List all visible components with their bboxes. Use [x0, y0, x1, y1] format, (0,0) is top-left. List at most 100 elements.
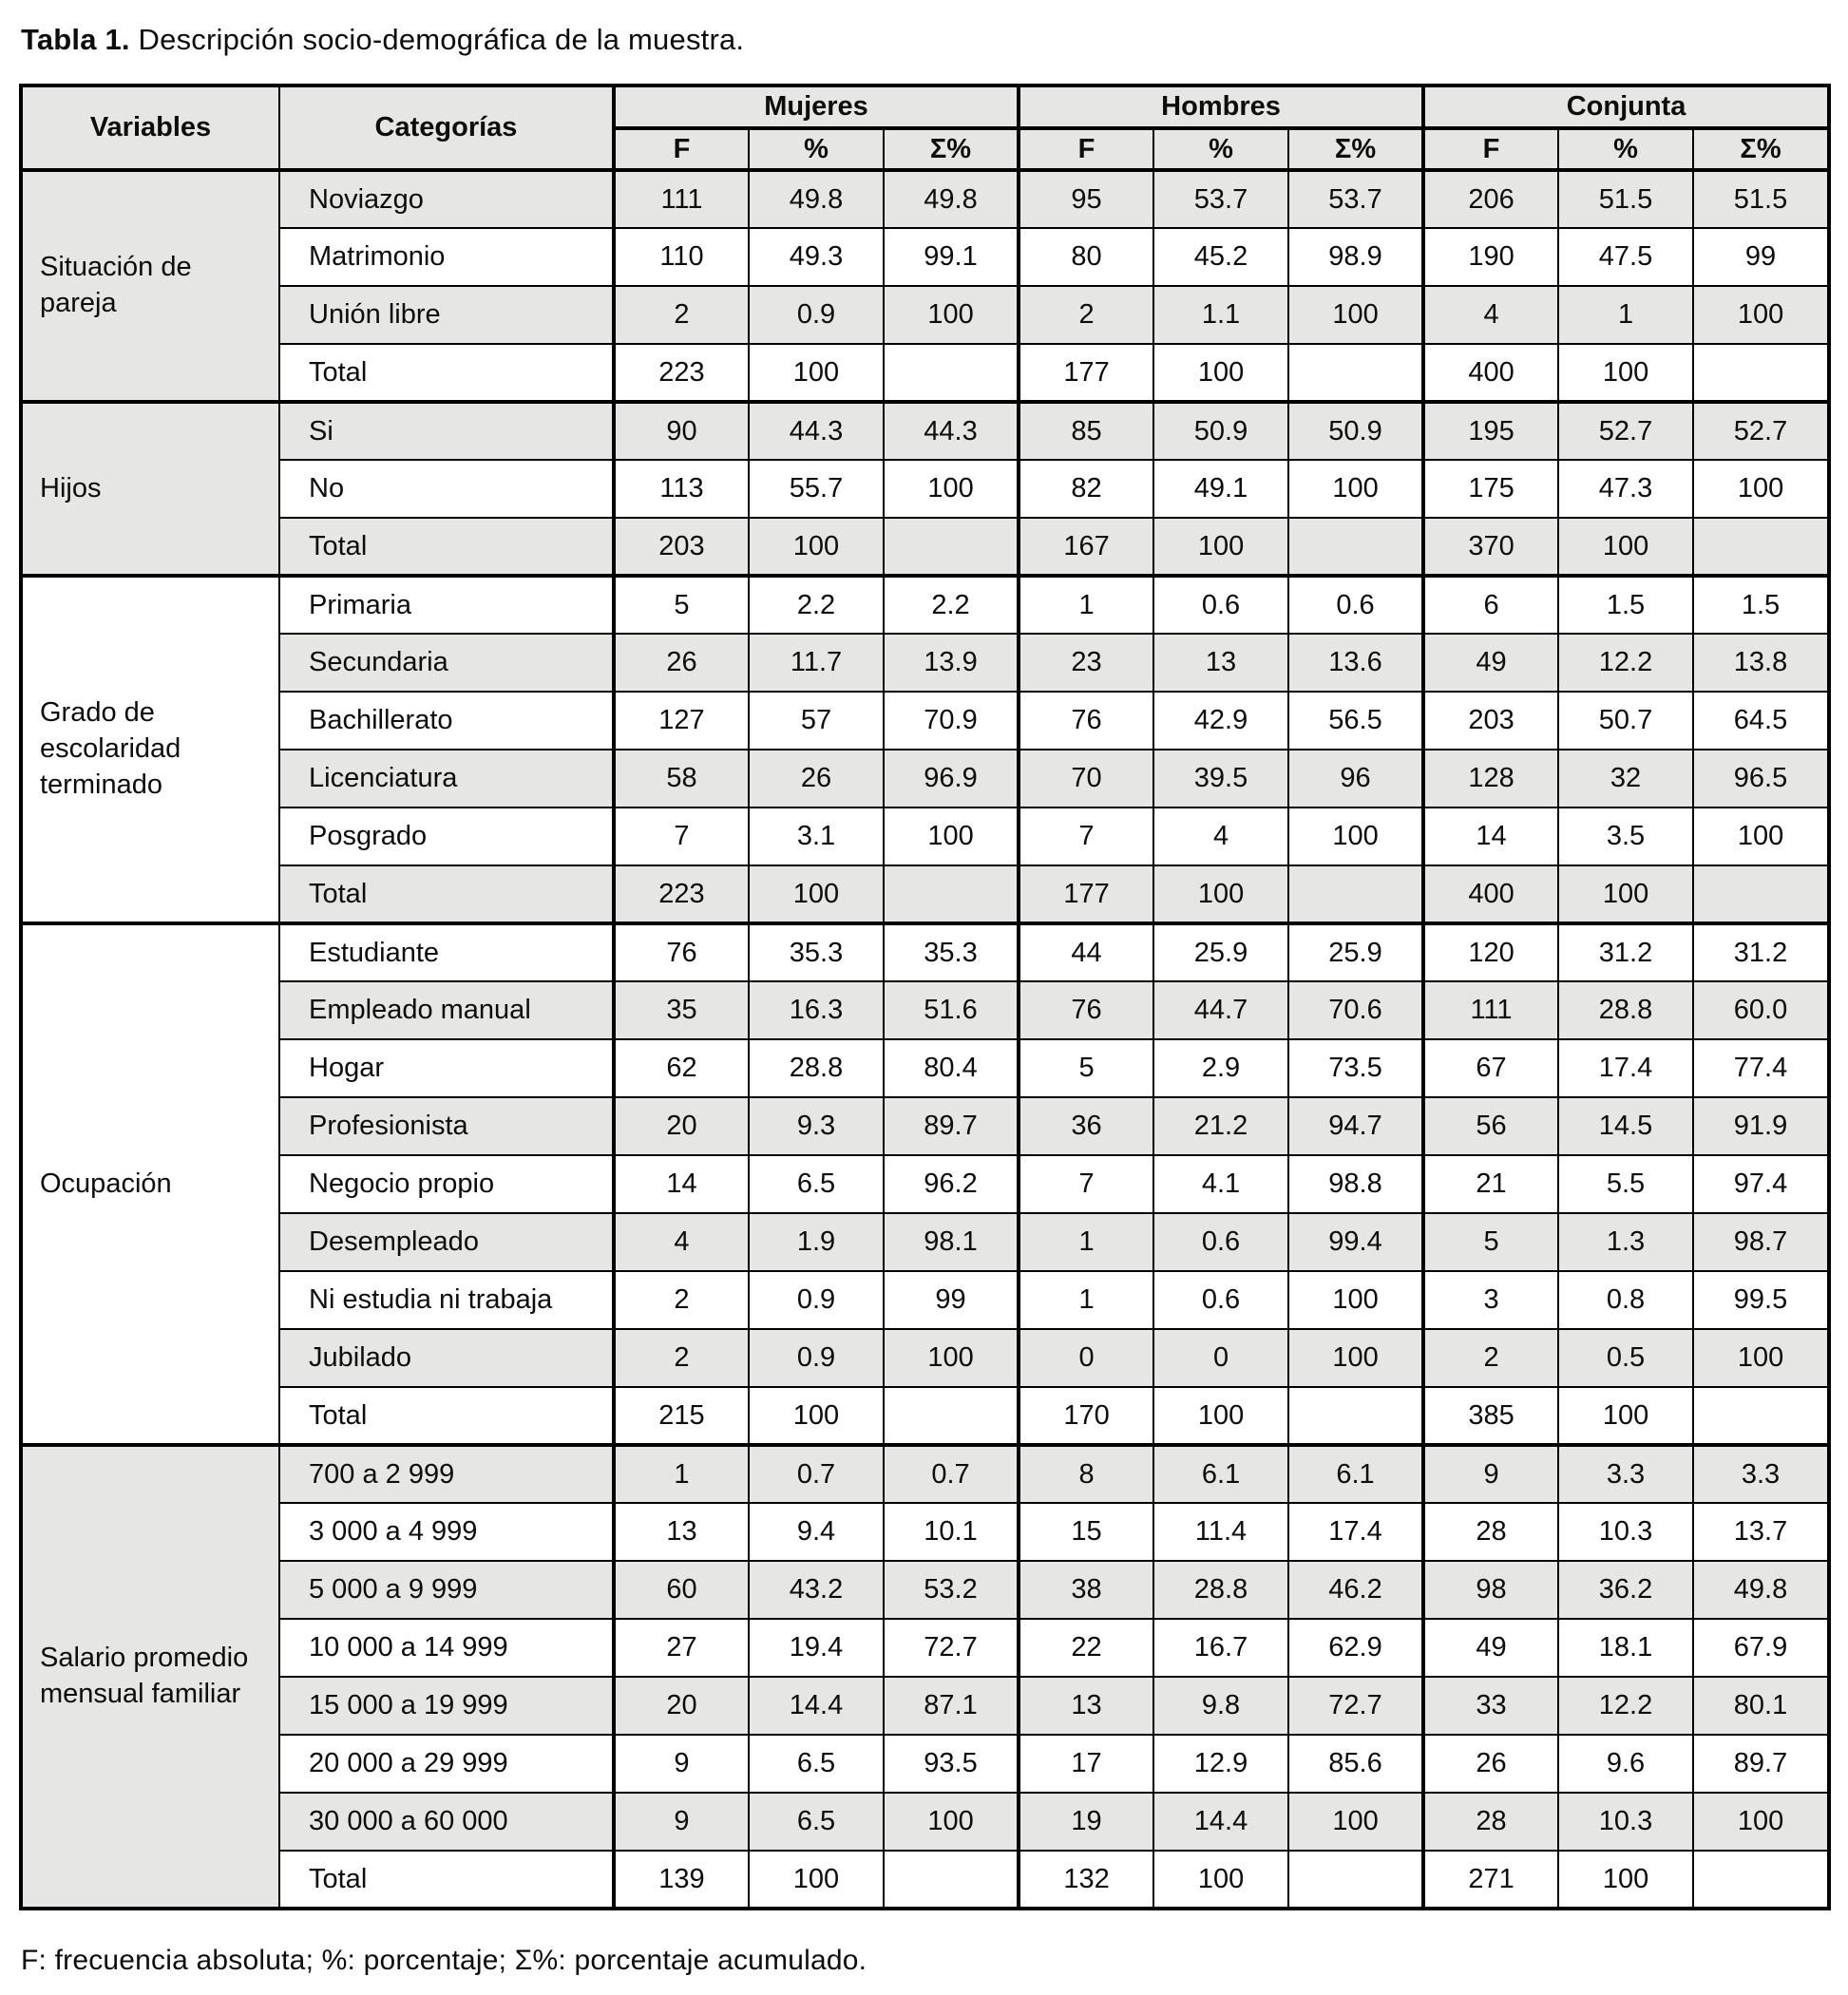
category-cell: Total	[278, 1386, 615, 1446]
value-cell: 7	[612, 807, 750, 866]
category-cell: Total	[278, 517, 615, 577]
table-row: Hijos Si 90 44.3 44.3 85 50.9 50.9 195 52.7 52.7	[20, 400, 1831, 577]
value-cell: 13.8	[1692, 633, 1831, 693]
categories-header: Categorías	[278, 85, 615, 172]
value-cell: 53.7	[1287, 168, 1425, 229]
value-cell: 100	[1287, 1328, 1425, 1388]
value-cell: 100	[882, 459, 1020, 519]
value-cell: 93.5	[882, 1734, 1020, 1794]
value-cell: 206	[1421, 168, 1560, 229]
stat-header-f: F	[1017, 127, 1155, 172]
value-cell: 98.9	[1287, 227, 1425, 287]
value-cell	[882, 864, 1020, 924]
value-cell: 70.6	[1287, 980, 1425, 1040]
value-cell: 3.3	[1692, 1443, 1831, 1504]
stat-header-cumpct: Σ%	[1692, 127, 1831, 172]
value-cell: 53.2	[882, 1560, 1020, 1620]
table-row: No 113 55.7 100 82 49.1 100 175 47.3 100	[21, 459, 1831, 519]
category-cell: Posgrado	[278, 807, 615, 866]
category-cell: Si	[278, 400, 615, 461]
value-cell: 10.3	[1557, 1502, 1695, 1562]
value-cell: 100	[1692, 1328, 1831, 1388]
variable-cell: Situación de pareja	[20, 168, 280, 403]
value-cell: 4	[612, 1212, 750, 1272]
value-cell: 99	[882, 1270, 1020, 1330]
value-cell: 100	[748, 517, 885, 577]
value-cell: 14.5	[1557, 1096, 1695, 1156]
value-cell: 38	[1017, 1560, 1155, 1620]
value-cell: 47.3	[1557, 459, 1695, 519]
table-row: Total 223 100 177 100 400 100	[21, 864, 1831, 924]
value-cell: 13	[1017, 1676, 1155, 1736]
table-row: Total 215 100 170 100 385 100	[21, 1386, 1831, 1446]
category-cell: Desempleado	[278, 1212, 615, 1272]
value-cell: 1	[1017, 574, 1155, 635]
category-cell: Negocio propio	[278, 1154, 615, 1214]
value-cell: 35.3	[882, 922, 1020, 982]
value-cell: 43.2	[748, 1560, 885, 1620]
table-row: Licenciatura 58 26 96.9 70 39.5 96 128 32 96.5	[21, 749, 1831, 808]
value-cell: 400	[1421, 864, 1560, 924]
value-cell: 9.3	[748, 1096, 885, 1156]
value-cell: 190	[1421, 227, 1560, 287]
value-cell: 60.0	[1692, 980, 1831, 1040]
value-cell: 12.2	[1557, 633, 1695, 693]
value-cell	[882, 1386, 1020, 1446]
value-cell: 100	[748, 1850, 885, 1910]
table-title-label: Tabla 1.	[21, 23, 130, 56]
value-cell	[882, 517, 1020, 577]
value-cell: 385	[1421, 1386, 1560, 1446]
value-cell: 77.4	[1692, 1038, 1831, 1098]
value-cell: 100	[1692, 459, 1831, 519]
value-cell	[1692, 1850, 1831, 1910]
variables-header: Variables	[20, 85, 280, 172]
value-cell: 13.9	[882, 633, 1020, 693]
value-cell: 0.5	[1557, 1328, 1695, 1388]
value-cell: 28.8	[748, 1038, 885, 1098]
value-cell: 99.1	[882, 227, 1020, 287]
value-cell: 195	[1421, 400, 1560, 461]
value-cell: 1.1	[1153, 285, 1290, 345]
value-cell: 44	[1017, 922, 1155, 982]
category-cell: Profesionista	[278, 1096, 615, 1156]
value-cell: 100	[748, 864, 885, 924]
value-cell: 50.7	[1557, 691, 1695, 750]
table-row: Profesionista 20 9.3 89.7 36 21.2 94.7 56 14.5 91…	[21, 1096, 1831, 1156]
value-cell: 87.1	[882, 1676, 1020, 1736]
value-cell: 2	[612, 285, 750, 345]
value-cell: 100	[1287, 1792, 1425, 1852]
value-cell: 99.4	[1287, 1212, 1425, 1272]
value-cell: 80	[1017, 227, 1155, 287]
value-cell: 62	[612, 1038, 750, 1098]
category-cell: 5 000 a 9 999	[278, 1560, 615, 1620]
table-row: Matrimonio 110 49.3 99.1 80 45.2 98.9 190 47.5 99	[21, 227, 1831, 287]
value-cell: 100	[1557, 1850, 1695, 1910]
value-cell: 4	[1421, 285, 1560, 345]
value-cell: 76	[612, 922, 750, 982]
value-cell: 16.7	[1153, 1618, 1290, 1678]
table-row: Secundaria 26 11.7 13.9 23 13 13.6 49 12.2 13.8	[21, 633, 1831, 693]
value-cell: 0.6	[1287, 574, 1425, 635]
category-cell: Ni estudia ni trabaja	[278, 1270, 615, 1330]
value-cell: 0.9	[748, 1270, 885, 1330]
category-cell: Unión libre	[278, 285, 615, 345]
value-cell: 21.2	[1153, 1096, 1290, 1156]
stat-header-pct: %	[748, 127, 885, 172]
value-cell: 100	[1153, 343, 1290, 403]
value-cell: 8	[1017, 1443, 1155, 1504]
category-cell: 30 000 a 60 000	[278, 1792, 615, 1852]
table-row: Hogar 62 28.8 80.4 5 2.9 73.5 67 17.4 77.4	[21, 1038, 1831, 1098]
value-cell: 58	[612, 749, 750, 808]
value-cell: 96.5	[1692, 749, 1831, 808]
table-row: Situación de pareja Noviazgo 111 49.8 49.8 95…	[20, 168, 1831, 403]
value-cell: 100	[1692, 285, 1831, 345]
value-cell: 100	[1557, 517, 1695, 577]
value-cell: 46.2	[1287, 1560, 1425, 1620]
value-cell: 0.6	[1153, 1270, 1290, 1330]
table-row: Salario promedio mensual familiar 700 a 2…	[20, 1443, 1831, 1910]
table-row: Ni estudia ni trabaja 2 0.9 99 1 0.6 100 3 0.8 99…	[21, 1270, 1831, 1330]
value-cell: 2	[1017, 285, 1155, 345]
value-cell: 100	[1692, 807, 1831, 866]
table-row: 15 000 a 19 999 20 14.4 87.1 13 9.8 72.7 33 12.2…	[21, 1676, 1831, 1736]
